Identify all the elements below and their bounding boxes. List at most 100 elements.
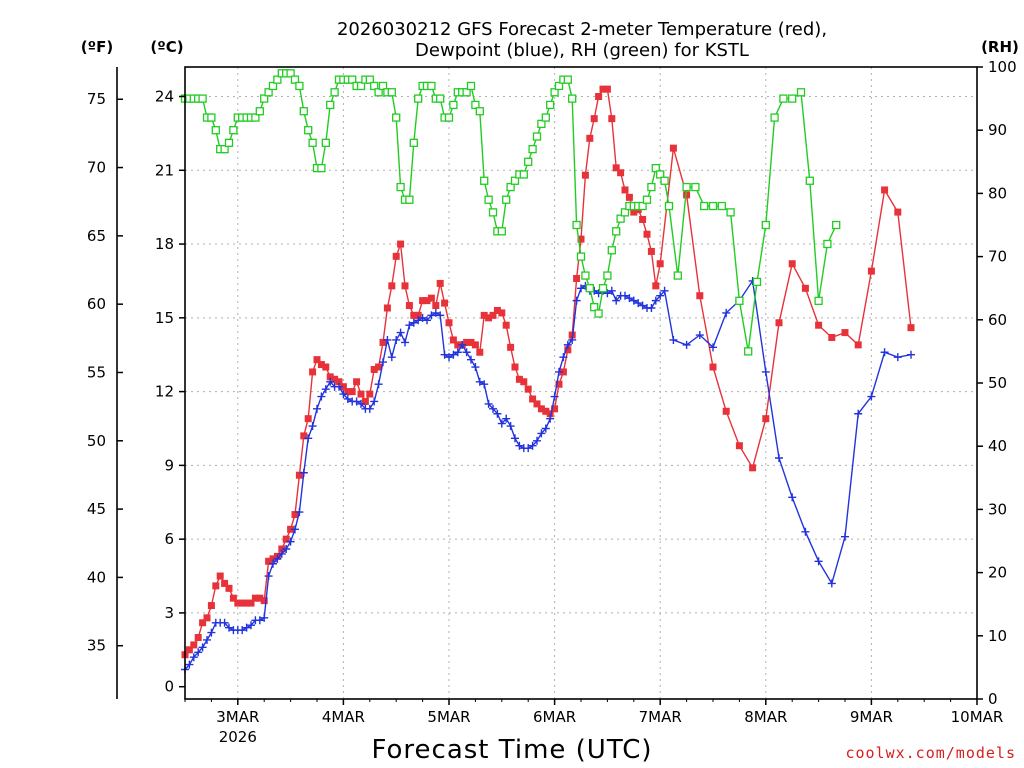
- rh-point: [616, 214, 625, 223]
- temperature-point: [265, 557, 273, 565]
- dewpoint-point: [497, 419, 506, 428]
- series-group: [180, 69, 915, 674]
- temperature-point: [269, 555, 277, 563]
- rh-point: [497, 227, 506, 236]
- dewpoint-point: [396, 328, 405, 337]
- temperature-point: [212, 582, 220, 590]
- temperature-point: [344, 388, 352, 396]
- dewpoint-point: [308, 422, 317, 431]
- temperature-point: [762, 415, 770, 423]
- rh-point: [295, 81, 304, 91]
- dewpoint-point: [207, 628, 216, 637]
- temperature-point: [427, 294, 435, 302]
- dewpoint-point: [198, 643, 207, 652]
- rh-point: [708, 201, 718, 211]
- rh-point: [444, 113, 454, 122]
- rh-point: [744, 347, 753, 356]
- x-tick-label: 9MAR: [850, 708, 893, 726]
- rh-point: [594, 309, 603, 318]
- dewpoint-point: [555, 367, 563, 376]
- dewpoint-point: [493, 409, 502, 418]
- dewpoint-point: [489, 404, 497, 413]
- rh-point: [581, 271, 590, 280]
- temperature-point: [669, 144, 677, 152]
- temperature-point: [335, 378, 343, 386]
- dewpoint-point: [669, 335, 678, 344]
- rh-point: [229, 126, 238, 135]
- dewpoint-point: [594, 289, 603, 298]
- rh-point: [546, 100, 555, 110]
- temperature-point: [907, 324, 915, 332]
- rh-point: [436, 94, 445, 103]
- temperature-point: [199, 619, 207, 627]
- dewpoint-point: [612, 296, 621, 305]
- rh-point: [682, 182, 691, 192]
- fahrenheit-tick-label: 40: [87, 568, 106, 586]
- rh-point: [502, 195, 511, 204]
- rh-point: [260, 94, 269, 103]
- temperature-point: [256, 594, 264, 602]
- celsius-tick-label: 21: [155, 161, 174, 179]
- rh-point: [805, 176, 814, 185]
- rh-tick-label: 60: [988, 311, 1007, 329]
- dewpoint-point: [445, 353, 453, 362]
- dewpoint-point: [467, 355, 475, 364]
- rh-point: [550, 88, 559, 97]
- temperature-point: [194, 634, 202, 642]
- rh-series-line: [185, 72, 837, 352]
- temperature-point: [573, 274, 581, 282]
- temperature-point: [841, 329, 849, 337]
- x-tick-label: 8MAR: [744, 708, 787, 726]
- temperature-point: [379, 338, 387, 346]
- rh-point: [414, 94, 423, 103]
- dewpoint-point: [603, 289, 612, 298]
- rh-tick-label: 20: [988, 564, 1007, 582]
- dewpoint-point: [423, 316, 431, 325]
- rh-point: [396, 182, 405, 192]
- temperature-point: [735, 442, 743, 450]
- dewpoint-point: [524, 444, 533, 453]
- dewpoint-point: [656, 291, 665, 300]
- dewpoint-point: [335, 382, 343, 391]
- temperature-point: [322, 363, 330, 371]
- temperature-point: [599, 85, 607, 93]
- temperature-point: [463, 338, 471, 346]
- temperature-point: [559, 368, 567, 376]
- temperature-point: [546, 410, 554, 418]
- fahrenheit-tick-label: 70: [87, 159, 106, 177]
- rh-point: [770, 113, 779, 122]
- rh-point: [823, 239, 832, 249]
- x-tick-label: 5MAR: [427, 708, 470, 726]
- rh-point: [612, 227, 621, 236]
- temperature-point: [454, 341, 462, 349]
- fahrenheit-tick-label: 50: [87, 432, 106, 450]
- dewpoint-point: [458, 340, 467, 349]
- temperature-point: [801, 284, 809, 292]
- rh-point: [735, 296, 744, 305]
- dewpoint-point: [225, 623, 233, 632]
- dewpoint-point: [264, 572, 273, 581]
- dewpoint-point: [313, 404, 321, 413]
- rh-point: [752, 277, 762, 287]
- temperature-point: [881, 186, 889, 194]
- dewpoint-point: [242, 623, 251, 632]
- rh-point: [664, 201, 674, 211]
- dewpoint-point: [379, 358, 387, 367]
- rh-point: [788, 94, 797, 103]
- dewpoint-point: [559, 353, 568, 362]
- temperature-point: [203, 614, 211, 622]
- rh-point: [220, 145, 229, 154]
- celsius-tick-label: 12: [155, 383, 174, 401]
- temperature-point: [709, 363, 717, 371]
- temperature-point: [251, 594, 259, 602]
- dewpoint-point: [827, 579, 836, 588]
- celsius-tick-label: 15: [155, 309, 174, 327]
- temperature-point: [485, 314, 493, 322]
- temperature-point: [608, 115, 616, 123]
- rh-point: [480, 176, 489, 185]
- rh-point: [321, 138, 330, 147]
- rh-point: [224, 138, 234, 147]
- rh-point: [519, 170, 528, 179]
